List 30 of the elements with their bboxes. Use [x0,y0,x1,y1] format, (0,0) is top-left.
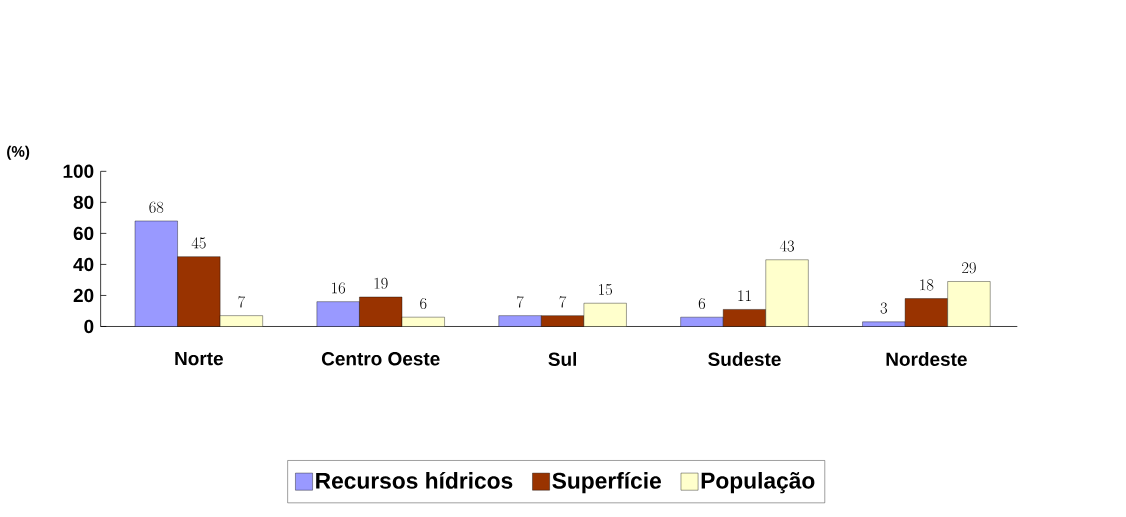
x-tick-label: Centro Oeste [321,352,440,366]
data-label: 45 [191,237,206,249]
x-tick-label: Nordeste [886,352,967,367]
y-tick-label: 60 [73,226,94,241]
data-label: 7 [559,296,567,308]
data-label: 11 [738,290,751,302]
legend-label: Recursos hídricos [316,471,513,489]
y-tick-label: 80 [73,195,94,210]
y-tick-label: 0 [84,319,94,334]
data-label: 29 [962,262,976,274]
data-label: 6 [698,298,706,310]
y-tick-label: 20 [73,288,94,303]
legend-label: População [701,472,815,494]
data-label: 6 [420,298,427,310]
data-label: 15 [599,284,613,296]
data-label: 7 [517,296,524,308]
data-label: 43 [779,240,795,252]
data-label: 68 [149,201,164,213]
x-tick-label: Sudeste [708,352,781,367]
data-label: 16 [332,282,346,294]
y-tick-label: 100 [63,164,94,179]
x-tick-label: Sul [548,352,577,367]
data-label: 19 [374,277,388,289]
data-label: 3 [880,302,888,314]
legend-label: Superfície [552,471,661,494]
data-label: 7 [238,296,246,308]
y-tick-label: 40 [73,257,94,272]
y-axis-title: (%) [7,145,30,160]
data-label: 18 [920,279,934,291]
x-tick-label: Norte [175,352,223,366]
